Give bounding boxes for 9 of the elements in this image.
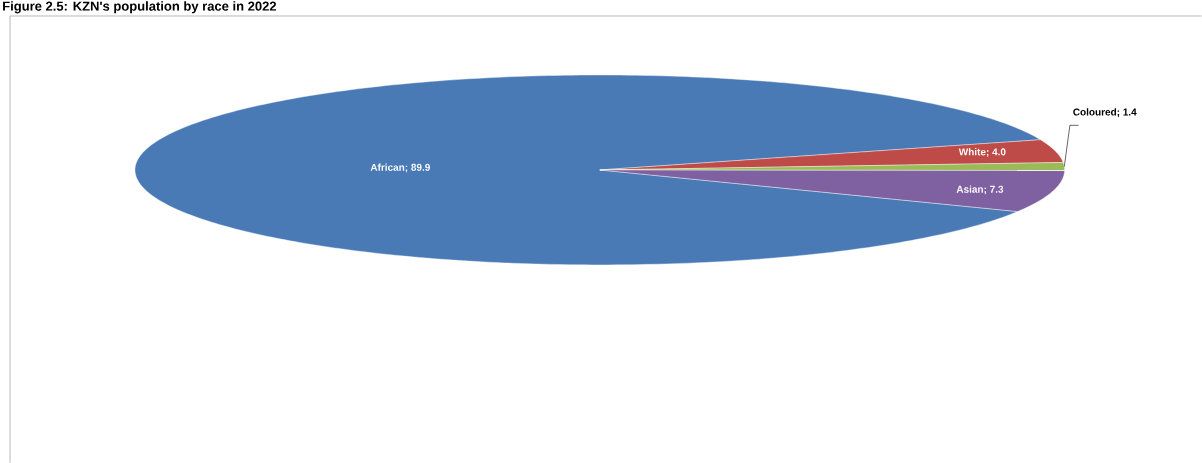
data-label: ; 4.0 (986, 148, 1006, 157)
slice-label: African (370, 163, 405, 171)
data-label: ; 89.9 (405, 163, 430, 173)
slice-label: Coloured (1073, 108, 1117, 116)
data-label: ; 7.3 (984, 185, 1004, 195)
chart-title: Figure 2.5: KZN's population by race in 2022 (3, 1, 277, 14)
data-label: ; 1.4 (1117, 108, 1137, 117)
slice-label: Asian (956, 185, 983, 193)
slice-label: White (958, 147, 986, 156)
